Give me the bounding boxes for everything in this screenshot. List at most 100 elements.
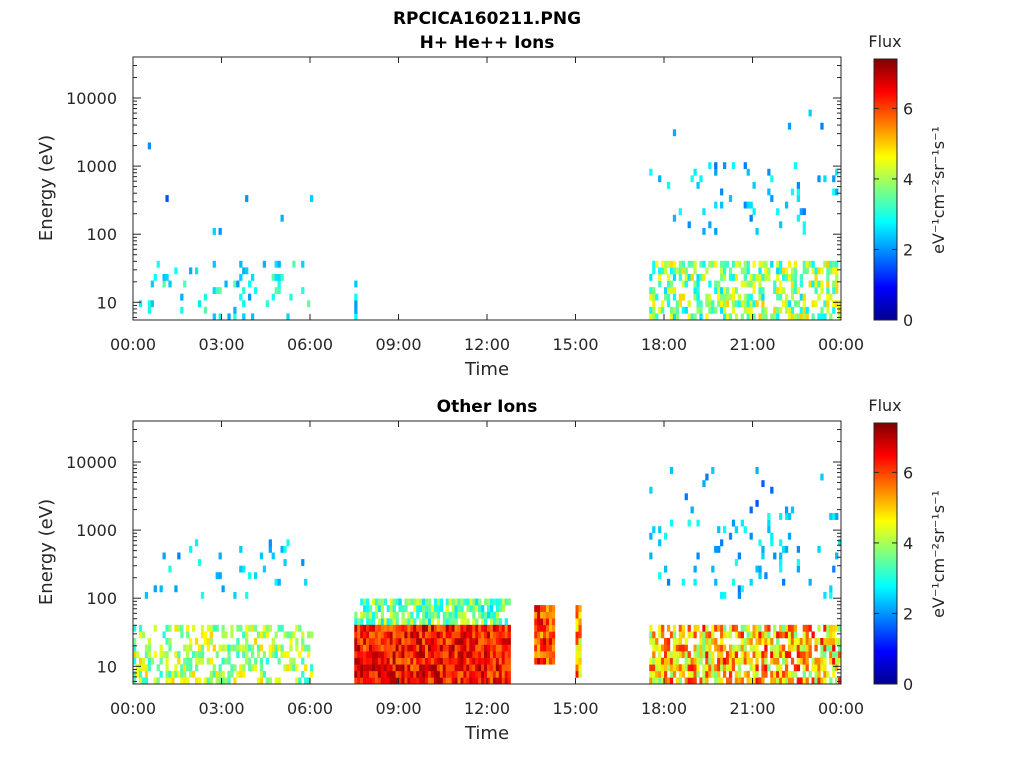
- flux-cell: [425, 631, 429, 639]
- flux-cell: [430, 618, 435, 626]
- flux-cell: [664, 565, 668, 573]
- flux-cell: [271, 552, 275, 560]
- flux-cell: [168, 644, 172, 652]
- flux-cell: [723, 300, 727, 308]
- flux-cell: [194, 267, 199, 275]
- flux-cell: [454, 605, 458, 612]
- flux-cell: [239, 293, 243, 301]
- flux-cell: [487, 657, 491, 665]
- flux-cell: [749, 280, 753, 288]
- flux-cell: [489, 618, 494, 626]
- flux-cell: [460, 670, 464, 678]
- flux-cell: [262, 260, 267, 268]
- flux-cell: [383, 651, 387, 659]
- flux-cell: [793, 644, 798, 652]
- flux-cell: [790, 644, 795, 652]
- flux-cell: [248, 572, 252, 580]
- flux-cell: [761, 651, 765, 659]
- flux-cell: [702, 644, 706, 652]
- flux-cell: [301, 287, 305, 294]
- flux-cell: [230, 664, 234, 672]
- flux-cell: [374, 598, 379, 606]
- flux-cell: [380, 677, 385, 685]
- flux-cell: [377, 657, 382, 665]
- flux-cell: [672, 631, 677, 639]
- flux-cell: [469, 651, 473, 659]
- flux-cell: [693, 565, 697, 573]
- flux-cell: [371, 644, 376, 652]
- flux-cell: [392, 644, 396, 652]
- flux-cell: [728, 657, 733, 665]
- flux-cell: [764, 664, 768, 672]
- flux-cell: [675, 644, 680, 652]
- flux-cell: [690, 657, 694, 665]
- flux-cell: [740, 657, 744, 665]
- flux-cell: [436, 651, 441, 659]
- flux-cell: [430, 637, 435, 645]
- flux-cell: [413, 605, 417, 612]
- flux-cell: [787, 306, 792, 314]
- flux-cell: [371, 631, 376, 639]
- flux-cell: [363, 637, 367, 645]
- flux-cell: [796, 287, 800, 294]
- flux-cell: [428, 651, 432, 659]
- flux-cell: [253, 657, 258, 665]
- flux-cell: [180, 670, 184, 678]
- flux-cell: [717, 664, 721, 672]
- flux-cell: [495, 651, 500, 659]
- flux-cell: [784, 545, 789, 553]
- flux-cell: [776, 267, 780, 275]
- flux-cell: [135, 670, 140, 678]
- flux-cell: [413, 598, 417, 606]
- flux-cell: [678, 293, 682, 301]
- flux-cell: [752, 300, 756, 308]
- flux-cell: [416, 664, 420, 672]
- flux-cell: [652, 313, 656, 321]
- y-tick-label: 1000: [76, 521, 117, 540]
- flux-cell: [209, 670, 213, 678]
- flux-cell: [466, 605, 470, 612]
- flux-cell: [708, 664, 712, 672]
- flux-cell: [253, 624, 258, 632]
- flux-cell: [398, 644, 402, 652]
- flux-cell: [138, 664, 143, 672]
- flux-cell: [761, 300, 765, 308]
- flux-cell: [466, 618, 470, 626]
- flux-cell: [652, 664, 656, 672]
- flux-cell: [354, 293, 358, 301]
- flux-cell: [436, 598, 441, 606]
- flux-cell: [752, 670, 756, 678]
- flux-cell: [433, 644, 438, 652]
- flux-cell: [761, 677, 765, 685]
- flux-cell: [492, 651, 497, 659]
- flux-cell: [159, 657, 163, 665]
- flux-cell: [693, 578, 697, 586]
- flux-cell: [652, 260, 656, 268]
- flux-cell: [681, 260, 685, 268]
- flux-cell: [147, 300, 151, 308]
- flux-cell: [696, 624, 700, 632]
- flux-cell: [652, 287, 656, 294]
- flux-cell: [725, 677, 730, 685]
- flux-cell: [829, 293, 833, 301]
- flux-cell: [761, 306, 765, 314]
- flux-cell: [383, 664, 387, 672]
- flux-cell: [153, 624, 157, 632]
- flux-cell: [425, 598, 429, 606]
- flux-cell: [259, 631, 264, 639]
- flux-cell: [817, 267, 821, 275]
- flux-cell: [811, 677, 815, 685]
- flux-cell: [392, 657, 396, 665]
- flux-cell: [301, 631, 305, 639]
- flux-cell: [377, 631, 382, 639]
- flux-cell: [784, 677, 789, 685]
- flux-cell: [823, 657, 827, 665]
- flux-cell: [575, 657, 579, 665]
- flux-cell: [227, 657, 231, 665]
- flux-cell: [386, 657, 390, 665]
- flux-cell: [537, 611, 541, 619]
- flux-cell: [767, 664, 771, 672]
- flux-cell: [687, 260, 691, 268]
- flux-cell: [690, 631, 694, 639]
- flux-cell: [262, 670, 267, 678]
